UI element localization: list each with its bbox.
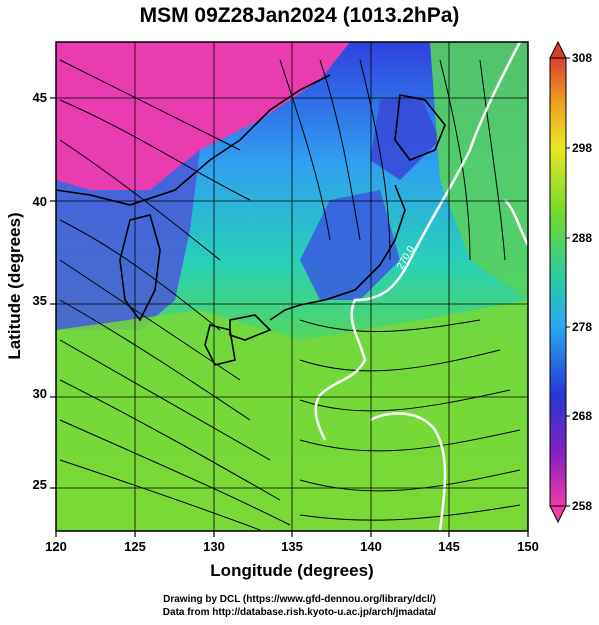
x-tick-label: 130 <box>203 539 225 554</box>
credit-data-source: Data from http://database.rish.kyoto-u.a… <box>162 607 437 618</box>
x-tick-label: 140 <box>360 539 382 554</box>
y-tick-label: 30 <box>33 386 47 401</box>
map-title: MSM 09Z28Jan2024 (1013.2hPa) <box>139 4 460 27</box>
x-tick-labels: 120 125 130 135 140 145 150 <box>45 539 539 554</box>
y-axis-label: Latitude (degrees) <box>5 212 24 359</box>
colorbar: 308 298 288 278 268 258 <box>549 40 592 524</box>
colorbar-tick-label: 268 <box>572 409 592 423</box>
x-tick-label: 125 <box>124 539 146 554</box>
y-tick-label: 25 <box>33 477 47 492</box>
y-tick-label: 45 <box>33 90 47 105</box>
y-ticks <box>50 97 56 489</box>
y-tick-labels: 25 30 35 40 45 <box>33 90 47 492</box>
y-tick-label: 40 <box>33 194 47 209</box>
x-tick-label: 150 <box>517 539 539 554</box>
grid-lines <box>56 42 528 531</box>
credit-drawing: Drawing by DCL (https://www.gfd-dennou.o… <box>163 594 436 605</box>
contour-270 <box>314 42 528 531</box>
coastlines <box>56 74 446 366</box>
streamlines <box>59 59 521 531</box>
x-ticks <box>55 531 529 537</box>
x-tick-label: 145 <box>438 539 460 554</box>
colorbar-tick-label: 288 <box>572 231 592 245</box>
colorbar-tick-label: 308 <box>572 51 592 65</box>
x-axis-label: Longitude (degrees) <box>210 561 373 580</box>
colorbar-min-arrow <box>549 505 567 524</box>
colorbar-max-arrow <box>549 40 567 59</box>
x-tick-label: 120 <box>45 539 67 554</box>
y-tick-label: 35 <box>33 293 47 308</box>
colorbar-tick-label: 258 <box>572 499 592 513</box>
colorbar-tick-label: 298 <box>572 141 592 155</box>
colorbar-tick-label: 278 <box>572 320 592 334</box>
x-tick-label: 135 <box>281 539 303 554</box>
